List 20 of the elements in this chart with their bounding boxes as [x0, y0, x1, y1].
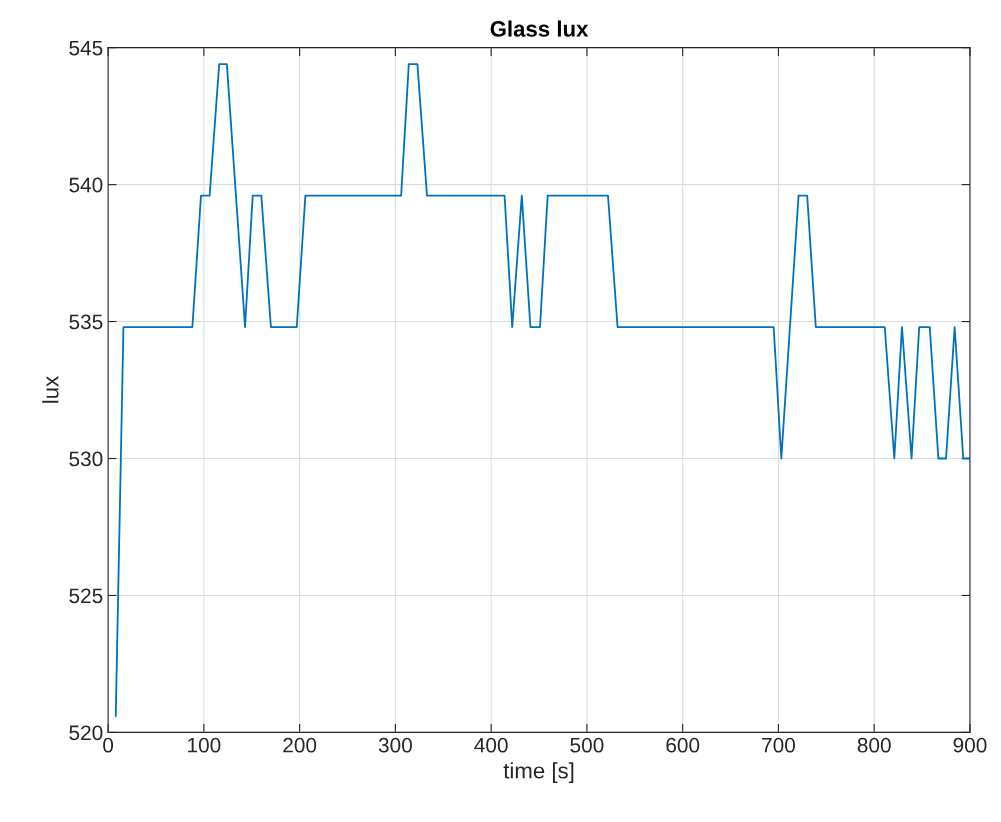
x-tick-label: 100 — [188, 737, 221, 753]
x-tick-label: 0 — [103, 737, 114, 753]
chart-title: Glass lux — [490, 20, 589, 37]
line-series — [114, 63, 970, 717]
y-tick-label: 520 — [69, 725, 103, 741]
y-tick-label: 535 — [69, 314, 103, 330]
x-tick-label: 300 — [378, 737, 412, 753]
x-tick-label: 700 — [762, 737, 796, 753]
x-tick-label: 500 — [570, 737, 604, 753]
y-tick-label: 525 — [69, 588, 103, 604]
x-tick-label: 600 — [666, 737, 700, 753]
x-axis-title: time [s] — [503, 762, 574, 783]
y-tick-label: 545 — [69, 40, 103, 56]
y-tick-label: 540 — [69, 177, 103, 193]
x-tick-label: 800 — [857, 737, 891, 753]
y-tick-label: 530 — [69, 451, 103, 467]
y-axis-title: lux — [42, 376, 59, 403]
x-tick-label: 200 — [283, 737, 317, 753]
x-tick-label: 900 — [953, 737, 987, 753]
x-tick-label: 400 — [474, 737, 508, 753]
